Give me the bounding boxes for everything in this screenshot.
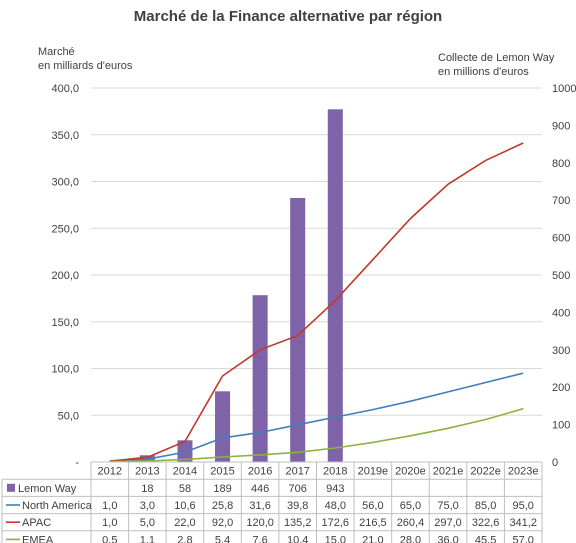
bar-lemon-way xyxy=(215,391,231,462)
table-cell: 22,0 xyxy=(174,517,195,529)
table-cell: 3,0 xyxy=(140,500,155,512)
bar-lemon-way xyxy=(290,197,306,462)
table-cell: 2,8 xyxy=(177,534,192,543)
category-label: 2016 xyxy=(248,466,272,478)
left-tick-label: 400,0 xyxy=(51,83,79,95)
table-cell: 706 xyxy=(289,483,307,495)
category-label: 2012 xyxy=(98,466,122,478)
table-cell: 216,5 xyxy=(359,517,387,529)
category-label: 2022e xyxy=(470,466,501,478)
table-cell: 135,2 xyxy=(284,517,312,529)
category-label: 2013 xyxy=(135,466,159,478)
right-axis-title-line2: en millions d'euros xyxy=(438,66,529,78)
table-cell: 65,0 xyxy=(400,500,421,512)
table-cell: 31,6 xyxy=(249,500,270,512)
chart-title: Marché de la Finance alternative par rég… xyxy=(133,8,443,25)
right-tick-label: 1000 xyxy=(552,83,576,95)
left-tick-label: - xyxy=(75,457,79,469)
series-name: EMEA xyxy=(22,534,54,543)
left-axis-title-line1: Marché xyxy=(38,46,75,58)
table-cell: 172,6 xyxy=(322,517,350,529)
right-tick-label: 400 xyxy=(552,307,570,319)
table-cell: 58 xyxy=(179,483,191,495)
table-cell: 18 xyxy=(141,483,153,495)
table-cell: 5,0 xyxy=(140,517,155,529)
category-label: 2017 xyxy=(285,466,309,478)
table-cell: 189 xyxy=(213,483,231,495)
table-cell: 0,5 xyxy=(102,534,117,543)
right-tick-label: 0 xyxy=(552,457,558,469)
left-tick-label: 200,0 xyxy=(51,270,79,282)
line-apac xyxy=(109,142,524,462)
left-tick-label: 100,0 xyxy=(51,364,79,376)
series-name: North America xyxy=(22,500,93,512)
table-cell: 39,8 xyxy=(287,500,308,512)
category-label: 2020e xyxy=(395,466,426,478)
line-north-america xyxy=(109,372,524,462)
bar-lemon-way xyxy=(252,295,268,462)
table-cell: 1,0 xyxy=(102,517,117,529)
right-tick-label: 500 xyxy=(552,270,570,282)
table-cell: 21,0 xyxy=(362,534,383,543)
table-cell: 25,8 xyxy=(212,500,233,512)
table-cell: 56,0 xyxy=(362,500,383,512)
right-tick-label: 600 xyxy=(552,233,570,245)
table-cell: 322,6 xyxy=(472,517,500,529)
left-tick-label: 350,0 xyxy=(51,130,79,142)
right-tick-label: 900 xyxy=(552,120,570,132)
left-tick-label: 50,0 xyxy=(58,410,79,422)
left-tick-label: 250,0 xyxy=(51,223,79,235)
table-cell: 45,5 xyxy=(475,534,496,543)
table-cell: 85,0 xyxy=(475,500,496,512)
right-tick-label: 700 xyxy=(552,195,570,207)
legend-key-lemon-way xyxy=(7,483,15,492)
table-cell: 943 xyxy=(326,483,344,495)
category-label: 2014 xyxy=(173,466,197,478)
table-cell: 341,2 xyxy=(509,517,537,529)
table-cell: 260,4 xyxy=(397,517,425,529)
right-tick-label: 100 xyxy=(552,420,570,432)
table-cell: 15,0 xyxy=(325,534,346,543)
table-cell: 7,6 xyxy=(252,534,267,543)
bar-lemon-way xyxy=(327,109,343,463)
right-tick-label: 200 xyxy=(552,382,570,394)
table-cell: 1,0 xyxy=(102,500,117,512)
category-label: 2018 xyxy=(323,466,347,478)
category-label: 2023e xyxy=(508,466,539,478)
table-cell: 48,0 xyxy=(325,500,346,512)
bar-lemon-way xyxy=(177,440,193,462)
right-axis-title-line1: Collecte de Lemon Way xyxy=(438,52,555,64)
table-cell: 28,0 xyxy=(400,534,421,543)
table-cell: 446 xyxy=(251,483,269,495)
series-name: APAC xyxy=(22,517,51,529)
line-emea xyxy=(109,407,524,463)
left-tick-label: 300,0 xyxy=(51,177,79,189)
table-cell: 95,0 xyxy=(512,500,533,512)
left-tick-label: 150,0 xyxy=(51,317,79,329)
category-label: 2021e xyxy=(433,466,464,478)
table-cell: 57,0 xyxy=(512,534,533,543)
series-name: Lemon Way xyxy=(18,483,77,495)
table-cell: 10,4 xyxy=(287,534,308,543)
table-cell: 75,0 xyxy=(437,500,458,512)
category-label: 2019e xyxy=(358,466,389,478)
category-label: 2015 xyxy=(210,466,234,478)
right-tick-label: 800 xyxy=(552,158,570,170)
table-cell: 36,0 xyxy=(437,534,458,543)
table-cell: 10,6 xyxy=(174,500,195,512)
left-axis-title-line2: en milliards d'euros xyxy=(38,60,133,72)
table-cell: 1,1 xyxy=(140,534,155,543)
right-tick-label: 300 xyxy=(552,345,570,357)
table-cell: 297,0 xyxy=(434,517,462,529)
table-cell: 120,0 xyxy=(246,517,274,529)
table-cell: 5,4 xyxy=(215,534,230,543)
table-cell: 92,0 xyxy=(212,517,233,529)
